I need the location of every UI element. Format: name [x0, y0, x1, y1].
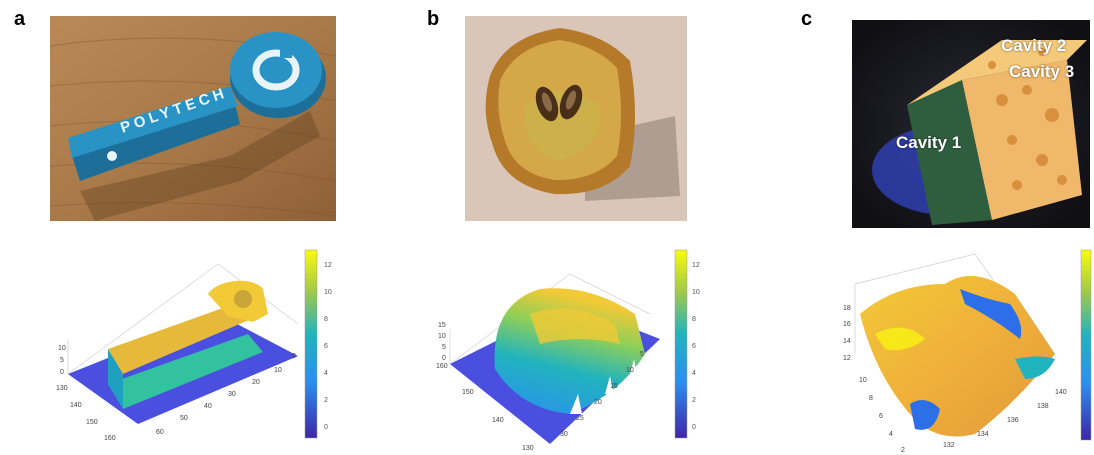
panel-letter-c: c: [801, 8, 813, 30]
b-x-tick-5: 5: [640, 351, 644, 358]
panel-letter-a: a: [14, 8, 26, 30]
b-y-tick-130: 130: [522, 445, 534, 452]
c-y-tick-6: 6: [879, 413, 883, 420]
a-x-tick-0: 0: [292, 353, 296, 360]
surface-plot-c: 18 16 14 12 10 8 6 4 2 140 138 136 134 1…: [815, 244, 1093, 454]
b-x-tick-30: 30: [560, 431, 568, 438]
a-cb-tick-6: 6: [324, 343, 328, 350]
surface-plot-a: 10 5 0 130 140 150 160 0 10 20 30 40 50 …: [48, 244, 340, 454]
b-cb-tick-2: 2: [692, 397, 696, 404]
c-y-tick-8: 8: [869, 395, 873, 402]
b-cb-tick-0: 0: [692, 424, 696, 431]
c-x-tick-134: 134: [977, 431, 989, 438]
c-x-tick-132: 132: [943, 442, 955, 449]
photo-fruit-cross-section: [465, 16, 687, 221]
b-y-tick-140: 140: [492, 417, 504, 424]
c-z-tick-12: 12: [843, 355, 851, 362]
a-x-tick-60: 60: [156, 429, 164, 436]
colorbar-c: [1080, 249, 1092, 441]
a-z-tick-10: 10: [58, 345, 66, 352]
c-y-tick-2: 2: [901, 447, 905, 454]
c-y-tick-10: 10: [859, 377, 867, 384]
a-x-tick-20: 20: [252, 379, 260, 386]
label-cavity-1: Cavity 1: [896, 133, 962, 152]
a-y-tick-150: 150: [86, 419, 98, 426]
b-x-tick-25: 25: [576, 415, 584, 422]
a-cb-tick-2: 2: [324, 397, 328, 404]
c-x-tick-138: 138: [1037, 403, 1049, 410]
b-z-tick-0: 0: [442, 355, 446, 362]
b-z-tick-5: 5: [442, 344, 446, 351]
a-z-tick-5: 5: [60, 357, 64, 364]
a-x-tick-50: 50: [180, 415, 188, 422]
b-cb-tick-8: 8: [692, 316, 696, 323]
label-cavity-3: Cavity 3: [1009, 62, 1075, 81]
a-y-tick-140: 140: [70, 402, 82, 409]
b-x-tick-10: 10: [626, 367, 634, 374]
a-x-tick-40: 40: [204, 403, 212, 410]
c-z-tick-14: 14: [843, 338, 851, 345]
c-y-tick-4: 4: [889, 431, 893, 438]
a-y-tick-160: 160: [104, 435, 116, 442]
b-x-tick-20: 20: [594, 399, 602, 406]
a-cb-tick-0: 0: [324, 424, 328, 431]
a-cb-tick-4: 4: [324, 370, 328, 377]
b-z-tick-15: 15: [438, 322, 446, 329]
c-z-tick-18: 18: [843, 305, 851, 312]
a-x-tick-10: 10: [274, 367, 282, 374]
c-x-tick-140: 140: [1055, 389, 1067, 396]
colorbar-a: [304, 249, 318, 439]
a-cb-tick-8: 8: [324, 316, 328, 323]
a-y-tick-130: 130: [56, 385, 68, 392]
photo-polytech-object: POLYTECH: [50, 16, 336, 221]
b-y-tick-160: 160: [436, 363, 448, 370]
colorbar-b: [674, 249, 688, 439]
label-cavity-2: Cavity 2: [1001, 36, 1067, 55]
b-cb-tick-12: 12: [692, 262, 700, 269]
panel-letter-b: b: [427, 8, 440, 30]
surface-plot-b: 15 10 5 0 160 150 140 130 5 10 15 20 25 …: [430, 244, 700, 454]
b-z-tick-10: 10: [438, 333, 446, 340]
a-z-tick-0: 0: [60, 369, 64, 376]
c-z-tick-16: 16: [843, 321, 851, 328]
b-cb-tick-4: 4: [692, 370, 696, 377]
b-x-tick-15: 15: [610, 383, 618, 390]
photo-sponge: Cavity 1 Cavity 2 Cavity 3: [852, 20, 1090, 228]
a-cb-tick-10: 10: [324, 289, 332, 296]
b-cb-tick-6: 6: [692, 343, 696, 350]
a-x-tick-30: 30: [228, 391, 236, 398]
b-y-tick-150: 150: [462, 389, 474, 396]
a-cb-tick-12: 12: [324, 262, 332, 269]
b-cb-tick-10: 10: [692, 289, 700, 296]
c-x-tick-136: 136: [1007, 417, 1019, 424]
